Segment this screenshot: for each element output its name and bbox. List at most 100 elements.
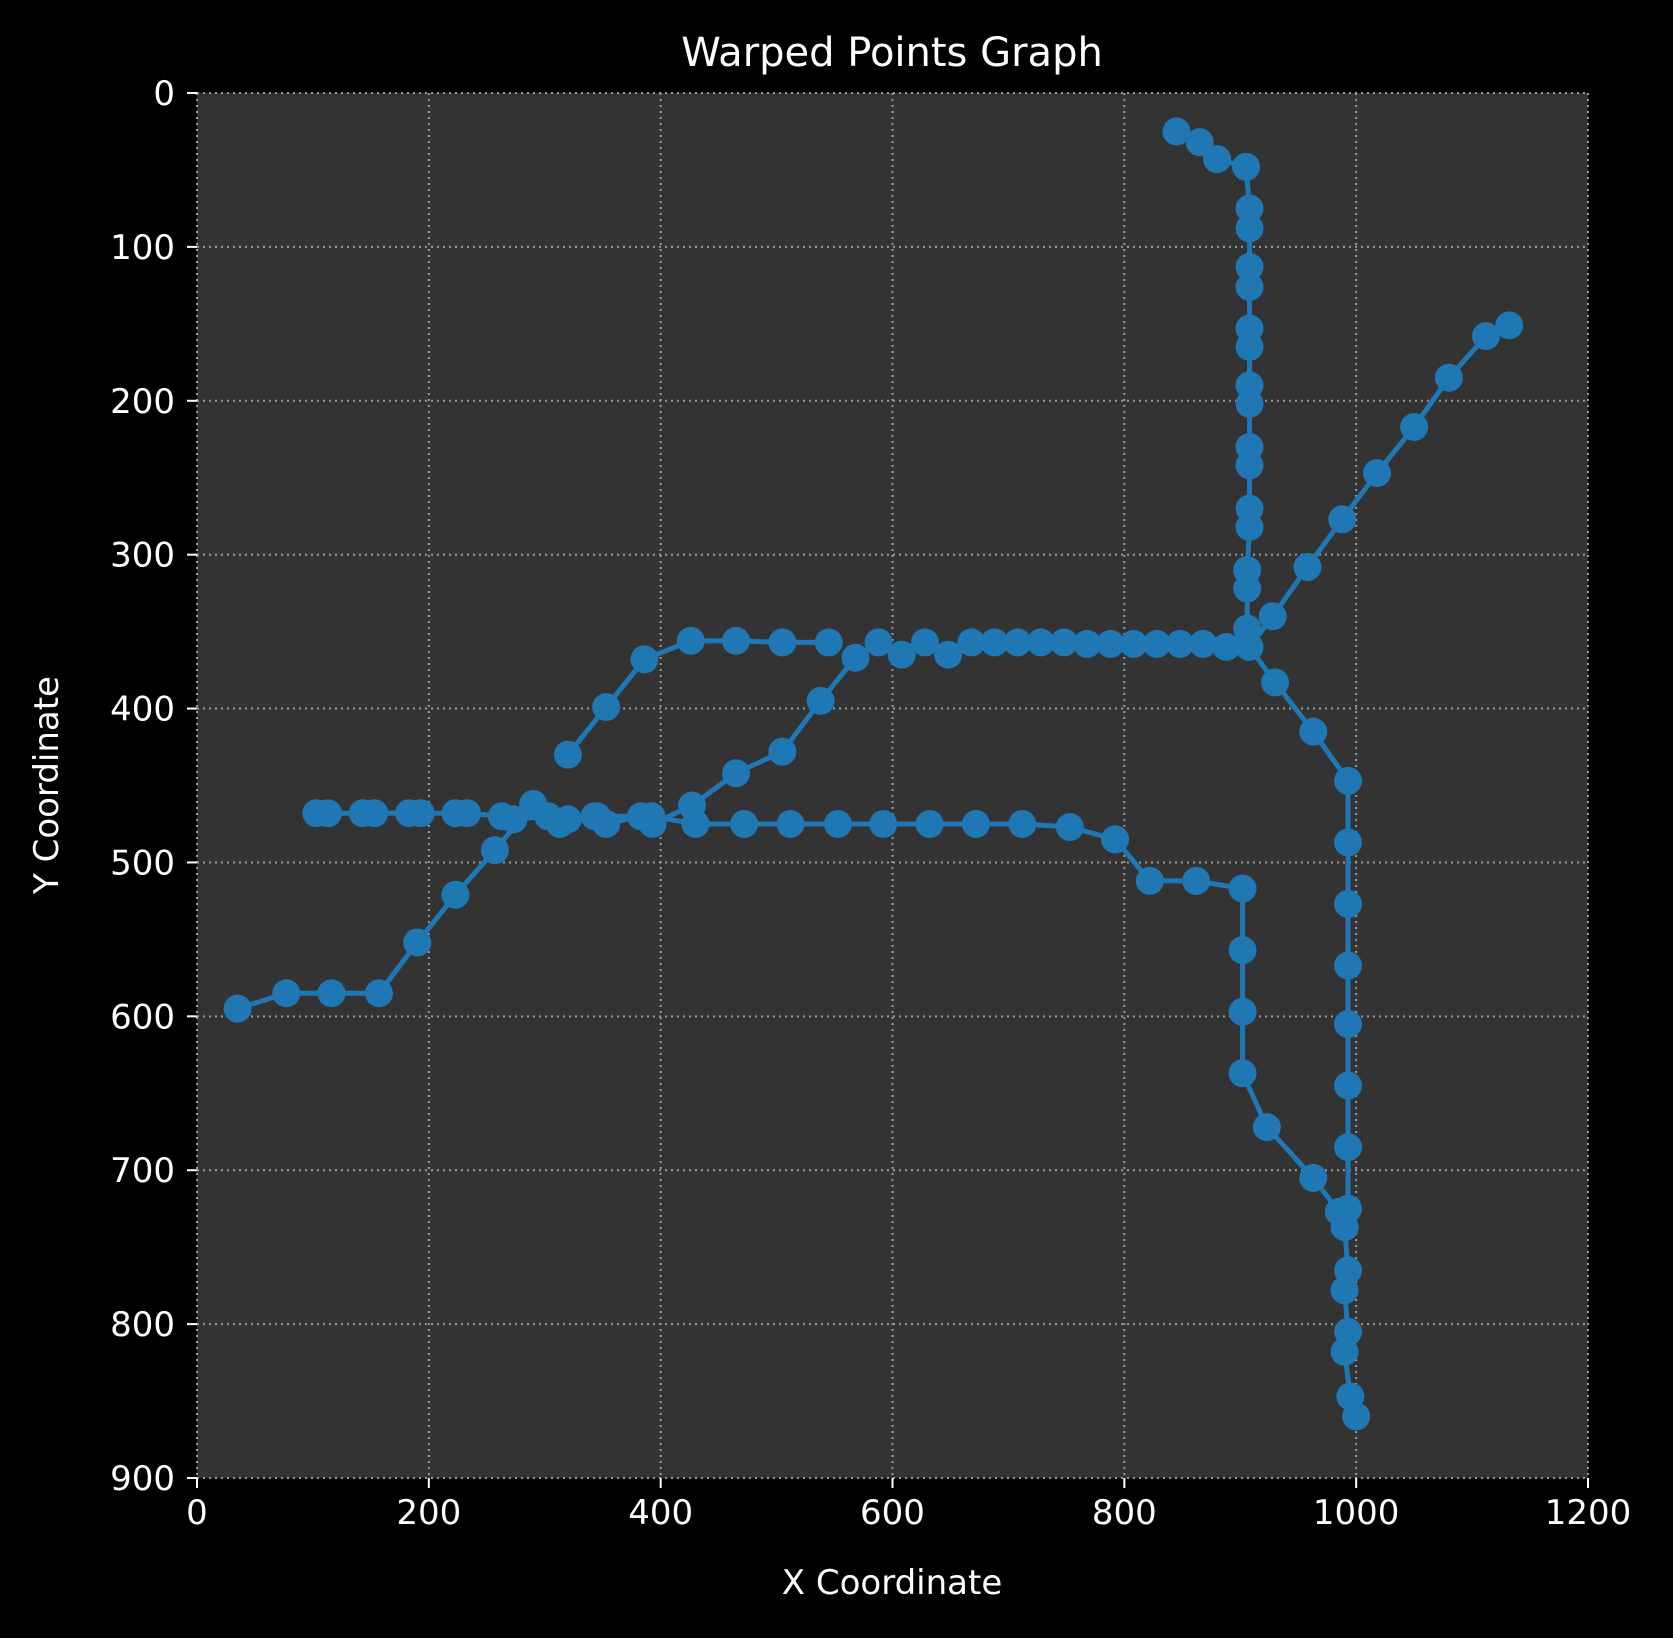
data-point: [1334, 1010, 1363, 1039]
y-tick-label: 0: [153, 74, 175, 114]
data-point: [1003, 628, 1032, 657]
data-point: [957, 628, 986, 657]
data-point: [841, 643, 870, 672]
data-point: [677, 791, 706, 820]
data-point: [961, 809, 990, 838]
data-point: [814, 628, 843, 657]
data-point: [1055, 813, 1084, 842]
data-point: [1189, 629, 1218, 658]
data-point: [1096, 629, 1125, 658]
data-point: [360, 799, 389, 828]
data-point: [1162, 117, 1191, 146]
data-point: [592, 693, 621, 722]
data-point: [722, 626, 751, 655]
data-point: [1203, 145, 1232, 174]
data-point: [1008, 809, 1037, 838]
chart-title: Warped Points Graph: [681, 30, 1103, 76]
y-tick-label: 100: [110, 228, 175, 268]
data-point: [1235, 252, 1264, 281]
data-point: [1235, 214, 1264, 243]
data-point: [887, 640, 916, 669]
x-tick-label: 1000: [1313, 1493, 1400, 1533]
data-point: [403, 928, 432, 957]
data-point: [1258, 602, 1287, 631]
data-point: [1228, 936, 1257, 965]
data-point: [676, 626, 705, 655]
data-point: [1261, 668, 1290, 697]
data-point: [1334, 889, 1363, 918]
data-point: [1434, 363, 1463, 392]
data-point: [1235, 451, 1264, 480]
data-point: [1119, 629, 1148, 658]
data-point: [1235, 633, 1264, 661]
data-point: [317, 979, 346, 1008]
data-point: [553, 740, 582, 769]
data-point: [915, 809, 944, 838]
data-point: [1235, 194, 1264, 223]
data-point: [1363, 459, 1392, 488]
data-point: [1142, 629, 1171, 658]
data-point: [1228, 874, 1257, 903]
x-axis-label: X Coordinate: [782, 1563, 1003, 1603]
data-point: [441, 880, 470, 909]
data-point: [453, 799, 482, 828]
data-point: [364, 979, 393, 1008]
x-tick-label: 600: [860, 1493, 925, 1533]
data-point: [638, 809, 667, 838]
data-point: [313, 799, 342, 828]
data-point: [1299, 1163, 1328, 1192]
data-point: [980, 628, 1009, 657]
data-point: [1101, 825, 1130, 854]
x-tick-label: 800: [1092, 1493, 1157, 1533]
data-point: [1324, 1197, 1353, 1226]
data-point: [592, 809, 621, 838]
data-point: [1073, 629, 1102, 658]
data-point: [1400, 412, 1429, 441]
data-point: [1233, 574, 1262, 603]
data-point: [1232, 152, 1261, 181]
y-axis-label: Y Coordinate: [27, 676, 67, 895]
data-point: [1235, 332, 1264, 361]
data-point: [730, 809, 759, 838]
data-point: [1334, 828, 1363, 857]
x-tick-label: 1200: [1545, 1493, 1632, 1533]
data-point: [1026, 628, 1055, 657]
data-point: [1050, 628, 1079, 657]
y-tick-label: 800: [110, 1305, 175, 1345]
data-point: [1228, 1059, 1257, 1088]
data-point: [272, 979, 301, 1008]
data-point: [934, 640, 963, 669]
data-point: [1235, 512, 1264, 541]
data-point: [910, 628, 939, 657]
axes: 0 200 400 600 800 1000 1200 0 100 200 300 400 500 600…: [110, 74, 1631, 1533]
data-point: [824, 809, 853, 838]
data-point: [1135, 866, 1164, 895]
data-point: [1252, 1113, 1281, 1142]
data-point: [1334, 1071, 1363, 1100]
data-point: [630, 645, 659, 674]
data-point: [1328, 505, 1357, 534]
x-tick-label: 400: [628, 1493, 693, 1533]
data-point: [406, 799, 435, 828]
data-point: [1334, 766, 1363, 795]
data-point: [1342, 1402, 1371, 1431]
data-point: [1495, 311, 1524, 340]
x-tick-label: 200: [396, 1493, 461, 1533]
series-group: [553, 626, 843, 769]
data-point: [1212, 633, 1241, 661]
data-point: [869, 809, 898, 838]
data-point: [768, 628, 797, 657]
data-point: [722, 759, 751, 788]
data-point: [1334, 951, 1363, 980]
y-tick-label: 500: [110, 843, 175, 883]
data-point: [1330, 1337, 1359, 1366]
data-point: [1228, 997, 1257, 1026]
data-point: [776, 809, 805, 838]
y-tick-label: 600: [110, 997, 175, 1037]
data-point: [1330, 1276, 1359, 1305]
data-point: [1235, 272, 1264, 301]
y-tick-label: 700: [110, 1151, 175, 1191]
data-point: [1293, 552, 1322, 581]
